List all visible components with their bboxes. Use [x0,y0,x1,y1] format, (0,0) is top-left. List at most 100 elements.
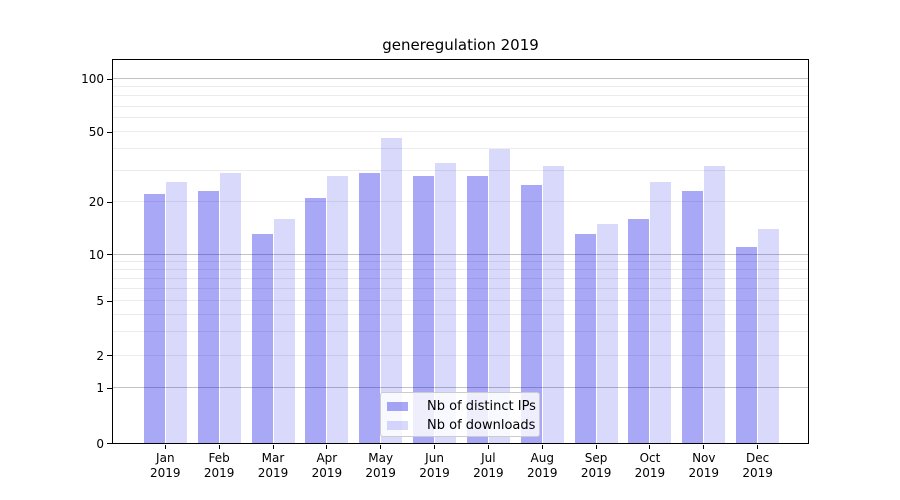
bar-distinct-ips [736,247,758,443]
x-axis-tick [703,444,705,449]
x-label-month: Oct [639,450,661,465]
bar-downloads [327,175,349,443]
x-axis-label: May 2019 [353,451,409,481]
grid-line-minor [113,354,808,356]
bar-downloads [381,138,403,443]
y-axis-tick-label: 2 [96,348,104,363]
bar-distinct-ips [466,175,488,443]
legend-item: Nb of downloads [387,416,539,435]
x-label-month: Apr [316,450,338,465]
grid-line-major [113,253,808,255]
x-label-year: 2019 [257,465,289,480]
bar-downloads [273,218,295,443]
x-label-year: 2019 [365,465,396,480]
bar-downloads [704,165,726,443]
x-axis-label: Apr 2019 [299,451,355,481]
bar-distinct-ips [682,190,704,443]
y-axis-tick-label: 0 [96,436,104,451]
grid-line-minor [113,117,808,119]
bar-downloads [435,163,457,443]
grid-line-minor [113,170,808,172]
x-axis-label: Jan 2019 [137,451,193,481]
x-axis-label: Nov 2019 [676,451,732,481]
x-axis-tick [595,444,597,449]
y-axis-tick [107,300,112,302]
bar-distinct-ips [413,175,435,443]
legend-swatch [387,421,408,430]
grid-line-minor [113,268,808,270]
grid-line-major [113,78,808,80]
bar-distinct-ips [143,194,165,443]
y-axis-tick [107,78,112,80]
x-label-month: Jun [425,450,444,465]
x-axis-label: Jun 2019 [407,451,463,481]
y-axis-tick [107,355,112,357]
grid-line-minor [113,277,808,279]
legend-swatch [387,402,408,411]
legend-item: Nb of distinct IPs [387,397,539,416]
x-label-month: May [368,450,394,465]
y-axis-tick [107,387,112,389]
grid-line-minor [113,86,808,88]
grid-line-minor [113,300,808,302]
x-label-year: 2019 [419,465,450,480]
x-axis-label: Feb 2019 [191,451,247,481]
bar-distinct-ips [628,218,650,443]
grid-line-minor [113,260,808,262]
grid-line-minor [113,313,808,315]
bar-distinct-ips [251,234,273,443]
x-label-month: Dec [746,450,770,465]
x-axis-label: Dec 2019 [730,451,786,481]
x-axis-label: Sep 2019 [568,451,624,481]
x-label-month: Feb [208,450,230,465]
x-label-month: Jan [156,450,175,465]
x-axis-label: Aug 2019 [514,451,570,481]
bar-distinct-ips [197,190,219,443]
bar-downloads [488,148,510,443]
y-axis-tick-label: 100 [81,72,104,87]
y-axis-tick [107,254,112,256]
y-axis-tick-label: 5 [96,294,104,309]
x-label-month: Sep [584,450,608,465]
x-label-year: 2019 [634,465,666,480]
bar-downloads [542,165,564,443]
bar-downloads [650,181,672,443]
x-axis-tick [487,444,489,449]
legend: Nb of distinct IPs Nb of downloads [380,392,540,437]
y-axis-tick-label: 10 [88,247,104,262]
x-label-year: 2019 [150,465,181,480]
grid-line-minor [113,95,808,97]
grid-line-minor [113,288,808,290]
x-axis-tick [272,444,274,449]
x-axis-tick [326,444,328,449]
x-label-month: Aug [530,450,554,465]
grid-line-minor [113,131,808,133]
x-axis-tick [380,444,382,449]
x-label-month: Jul [481,450,496,465]
x-axis-tick [164,444,166,449]
plot-area [112,59,809,444]
bar-downloads [165,181,187,443]
grid-line-major [113,387,808,389]
grid-line-minor [113,201,808,203]
x-axis-tick [757,444,759,449]
bar-downloads [758,228,780,443]
y-axis-tick [107,201,112,203]
y-axis-tick-label: 1 [96,381,104,396]
x-label-year: 2019 [473,465,504,480]
x-label-month: Nov [692,450,716,465]
bar-downloads [219,173,241,443]
legend-label: Nb of distinct IPs [427,399,536,414]
grid-line-minor [113,148,808,150]
x-axis-label: Mar 2019 [245,451,301,481]
x-label-year: 2019 [203,465,235,480]
x-axis-tick [434,444,436,449]
x-label-year: 2019 [742,465,773,480]
legend-label: Nb of downloads [427,418,536,433]
x-axis-label: Jul 2019 [460,451,516,481]
x-label-year: 2019 [580,465,612,480]
x-label-month: Mar [261,450,285,465]
y-axis-tick-label: 50 [88,125,104,140]
bar-distinct-ips [305,197,327,443]
